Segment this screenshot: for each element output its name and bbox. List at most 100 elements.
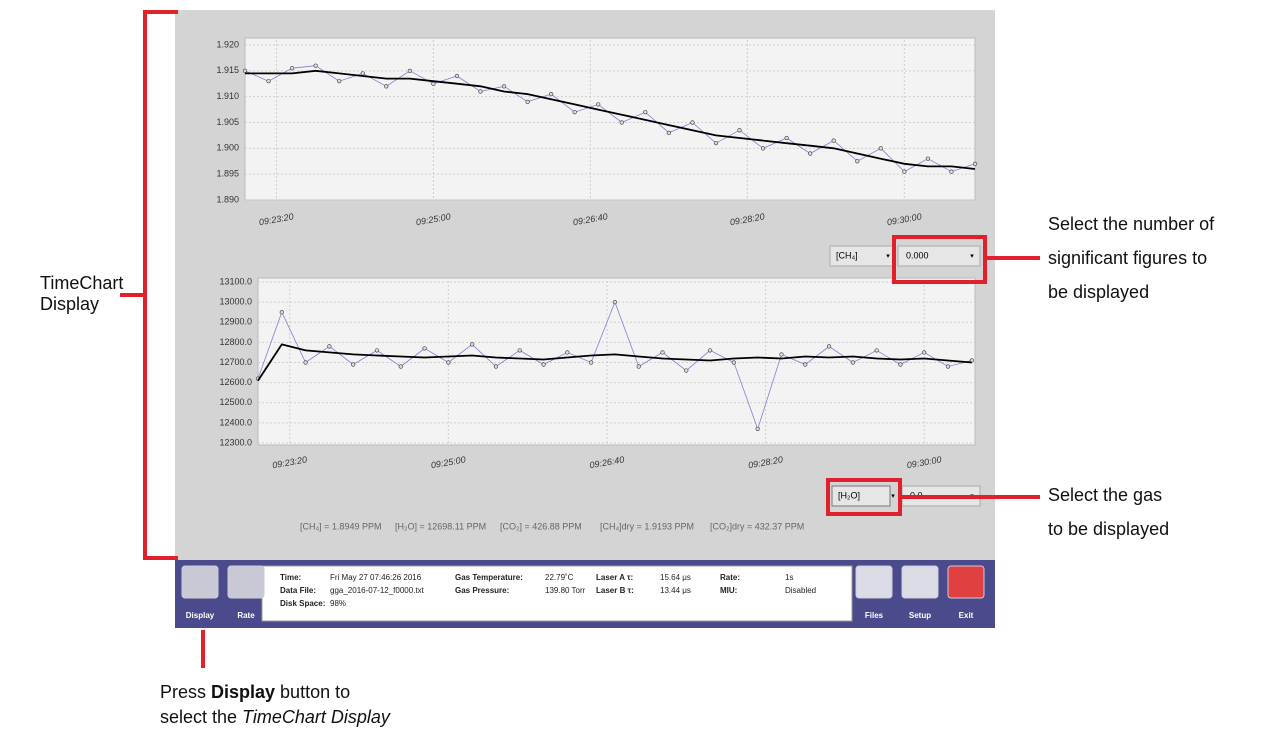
data-point [454,73,460,79]
dropdown[interactable]: [CH₄] ▾ [829,245,895,267]
data-point [398,364,403,369]
data-point [660,350,665,355]
button-icon [855,565,893,599]
button-label: Rate [237,611,255,620]
svg-text:▾: ▾ [970,253,974,260]
toolbar-button[interactable]: Rate [227,565,265,620]
data-point [313,63,318,68]
info-value: Fri May 27 07:46:26 2016 [330,573,422,582]
y-tick-label: 12300.0 [219,437,252,447]
charts: 1.8901.8951.9001.9051.9101.9151.92009:23… [216,39,978,470]
data-point [945,364,951,369]
dropdown[interactable]: 0.000 ▾ [897,245,981,267]
data-point [565,350,570,355]
info-value: 98% [330,599,346,608]
toolbar-button[interactable]: Setup [901,565,939,620]
info-value: 13.44 μs [660,586,691,595]
annotation: Display [40,294,99,314]
annotation: Select the gas [1048,485,1162,505]
data-point [684,368,689,373]
data-point [337,79,342,84]
info-value: 22.79˚C [545,573,574,582]
annotation-part: select the [160,707,237,727]
info-value: 1s [785,573,793,582]
data-point [902,169,907,174]
annotation-part: Press [160,682,206,702]
data-point [874,348,879,353]
data-point [619,120,624,125]
data-point [572,110,577,115]
data-point [636,364,641,369]
info-value: gga_2016-07-12_f0000.txt [330,586,425,595]
data-point [826,344,832,349]
data-point [351,362,356,367]
toolbar-button[interactable]: Display [181,565,219,620]
info-value: 15.64 μs [660,573,691,582]
y-tick-label: 1.910 [216,91,239,101]
toolbar-content: Display Rate Files Setup Exit Time: Fri May 27… [181,565,985,620]
info-label: Data File: [280,586,316,595]
data-point [831,138,836,143]
data-point [303,360,308,365]
data-point [501,84,507,89]
data-point [422,346,427,351]
y-tick-label: 12800.0 [219,337,252,347]
y-tick-label: 12400.0 [219,417,252,427]
readout-value: [CO₂] = 426.88 PPM [500,521,582,531]
data-point [327,344,332,349]
data-point [972,161,978,166]
info-label: MIU: [720,586,737,595]
data-point [384,84,389,89]
data-point [850,360,855,365]
annotation-part: button to [280,682,350,702]
data-point [898,362,903,367]
y-tick-label: 1.905 [216,117,239,127]
data-point [266,79,271,84]
info-label: Laser A τ: [596,573,633,582]
readout: [CH₄] = 1.8949 PPM [H₂O] = 12698.11 PPM [C… [300,521,804,531]
dropdown-text: [H₂O] [838,490,860,500]
button-label: Display [186,611,215,620]
data-point [808,151,813,156]
button-icon [227,565,265,599]
data-point [878,146,883,151]
data-point [431,81,436,86]
data-point [760,146,766,151]
data-point [470,342,475,347]
info-label: Laser B τ: [596,586,634,595]
toolbar-button[interactable]: Exit [947,565,985,620]
data-point [517,348,522,353]
info-value: 139.80 Torr [545,586,586,595]
button-label: Files [865,611,884,620]
data-point [690,120,695,125]
data-point [374,348,380,353]
button-icon [181,565,219,599]
data-point [446,360,451,365]
svg-text:▾: ▾ [886,253,890,260]
toolbar-button[interactable]: Files [855,565,893,620]
callouts [120,10,1040,668]
info-value: Disabled [785,586,816,595]
data-point [731,360,736,365]
info-box [261,565,853,622]
annotation: to be displayed [1048,519,1169,539]
annotation: TimeChart [40,273,123,293]
data-point [713,141,719,146]
annotation-part: Display [211,682,275,702]
button-label: Setup [909,611,931,620]
y-tick-label: 12900.0 [219,317,252,327]
y-tick-label: 1.915 [216,65,239,75]
data-point [922,350,927,355]
dropdown-text: [CH₄] [836,250,858,260]
info-label: Time: [280,573,301,582]
data-point [407,68,412,73]
y-tick-label: 1.890 [216,194,239,204]
info-label: Rate: [720,573,740,582]
dropdown[interactable]: [H₂O] ▾ [831,485,895,507]
data-point [541,362,546,367]
data-point [279,310,284,315]
y-tick-label: 12700.0 [219,357,252,367]
readout-value: [CH₄] = 1.8949 PPM [300,521,381,531]
y-tick-label: 13000.0 [219,297,252,307]
